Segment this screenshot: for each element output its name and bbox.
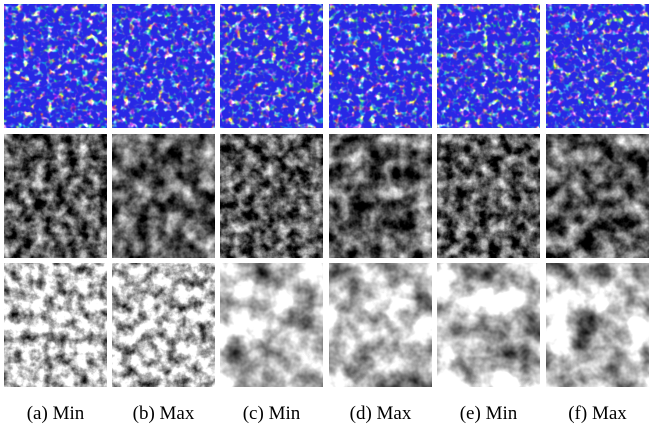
caption: (d) Max <box>350 403 412 424</box>
texture-image <box>437 263 540 387</box>
texture-image <box>546 134 649 258</box>
texture-image <box>4 263 107 387</box>
texture-image <box>4 4 107 128</box>
texture-image <box>112 263 215 387</box>
texture-image <box>220 263 323 387</box>
texture-image <box>329 263 432 387</box>
texture-image <box>546 263 649 387</box>
texture-image <box>112 4 215 128</box>
texture-image <box>437 4 540 128</box>
caption: (b) Max <box>133 403 195 424</box>
texture-image <box>220 134 323 258</box>
caption: (c) Min <box>243 403 301 424</box>
figure: (a) Min (b) Max (c) Min (d) Max (e) Min (f) M… <box>0 0 650 435</box>
caption: (f) Max <box>568 403 627 424</box>
texture-image <box>4 134 107 258</box>
texture-image <box>437 134 540 258</box>
texture-image <box>220 4 323 128</box>
caption: (e) Min <box>460 403 518 424</box>
texture-image <box>329 4 432 128</box>
texture-image <box>112 134 215 258</box>
texture-image <box>546 4 649 128</box>
caption: (a) Min <box>27 403 85 424</box>
texture-image <box>329 134 432 258</box>
